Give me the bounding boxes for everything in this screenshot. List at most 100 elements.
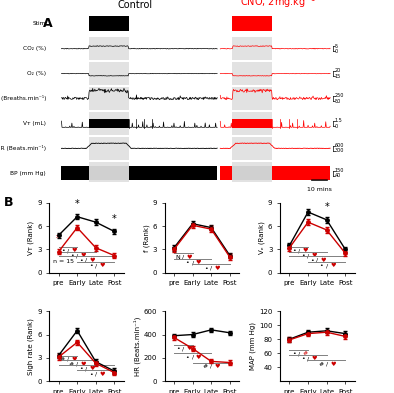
Y-axis label: Vᴛ (Rank): Vᴛ (Rank) xyxy=(28,220,34,255)
Text: 250: 250 xyxy=(335,94,344,98)
Text: Stim: Stim xyxy=(33,21,46,26)
Text: ♥: ♥ xyxy=(99,372,105,377)
Y-axis label: f (Rank): f (Rank) xyxy=(143,224,150,252)
Text: •: • xyxy=(301,253,305,258)
Text: #: # xyxy=(203,364,208,369)
FancyBboxPatch shape xyxy=(232,87,272,110)
FancyBboxPatch shape xyxy=(232,119,272,128)
Text: /: / xyxy=(85,258,87,263)
Text: ♥: ♥ xyxy=(80,362,86,367)
Text: n = 15: n = 15 xyxy=(53,259,74,264)
Text: 5: 5 xyxy=(335,44,338,48)
FancyBboxPatch shape xyxy=(89,137,128,160)
Text: /: / xyxy=(95,263,97,268)
Text: /: / xyxy=(316,258,318,263)
Text: /: / xyxy=(307,356,309,361)
Text: /: / xyxy=(76,362,78,367)
FancyBboxPatch shape xyxy=(89,16,128,31)
Text: 0: 0 xyxy=(335,123,338,129)
Text: •: • xyxy=(89,372,93,377)
Text: ♥: ♥ xyxy=(196,260,202,265)
Text: ♥: ♥ xyxy=(99,263,105,268)
Text: •: • xyxy=(70,253,74,258)
FancyBboxPatch shape xyxy=(89,167,128,180)
Text: /: / xyxy=(210,266,212,270)
Text: /: / xyxy=(76,253,78,258)
Text: /: / xyxy=(95,372,97,377)
Text: /: / xyxy=(67,357,69,362)
Text: 40: 40 xyxy=(335,173,341,178)
Text: 20: 20 xyxy=(335,68,341,73)
Text: *: * xyxy=(112,214,117,224)
Text: 50: 50 xyxy=(335,99,341,104)
FancyBboxPatch shape xyxy=(232,167,272,180)
Text: #: # xyxy=(69,362,74,367)
Text: Control: Control xyxy=(117,0,152,10)
Text: ♥: ♥ xyxy=(321,258,326,263)
Text: A: A xyxy=(43,17,53,30)
FancyBboxPatch shape xyxy=(220,167,330,180)
Text: ♥: ♥ xyxy=(90,258,95,263)
Text: 150: 150 xyxy=(335,168,344,173)
Text: •: • xyxy=(186,260,189,265)
FancyBboxPatch shape xyxy=(232,62,272,85)
Text: •: • xyxy=(79,366,83,371)
Text: •: • xyxy=(176,347,180,351)
Text: BP (mm Hg): BP (mm Hg) xyxy=(11,171,46,176)
FancyBboxPatch shape xyxy=(232,137,272,160)
Text: *: * xyxy=(324,202,329,212)
Text: *: * xyxy=(75,199,80,209)
Text: O₂ (%): O₂ (%) xyxy=(27,71,46,76)
Text: ♥: ♥ xyxy=(311,253,317,258)
Text: CO₂ (%): CO₂ (%) xyxy=(23,46,46,51)
Text: #: # xyxy=(318,362,323,367)
FancyBboxPatch shape xyxy=(232,16,272,31)
Text: •: • xyxy=(292,248,296,253)
Text: 10 mins: 10 mins xyxy=(307,187,332,192)
Text: ♥: ♥ xyxy=(215,266,220,270)
Text: ♥: ♥ xyxy=(187,347,192,351)
Text: ♥: ♥ xyxy=(80,253,86,258)
Text: •: • xyxy=(320,263,323,268)
FancyBboxPatch shape xyxy=(232,37,272,60)
Text: 600: 600 xyxy=(335,143,344,148)
Text: #: # xyxy=(59,357,65,362)
Text: /: / xyxy=(182,255,184,260)
FancyBboxPatch shape xyxy=(89,162,128,185)
Text: •: • xyxy=(79,258,83,263)
Text: 1.5: 1.5 xyxy=(335,118,342,123)
Text: CNO, 2mg.kg$^{-1}$: CNO, 2mg.kg$^{-1}$ xyxy=(240,0,316,10)
Y-axis label: MAP (mm Hg): MAP (mm Hg) xyxy=(250,322,256,370)
FancyBboxPatch shape xyxy=(89,119,128,128)
FancyBboxPatch shape xyxy=(89,37,128,60)
Text: /: / xyxy=(325,362,328,367)
Text: ♥: ♥ xyxy=(302,248,308,253)
Text: /: / xyxy=(67,248,69,253)
Text: 0: 0 xyxy=(335,49,338,54)
FancyBboxPatch shape xyxy=(89,62,128,85)
Text: •: • xyxy=(89,263,93,268)
Text: 15: 15 xyxy=(335,73,341,79)
Text: •: • xyxy=(301,356,305,361)
Text: ♥: ♥ xyxy=(311,356,317,361)
Text: ♥: ♥ xyxy=(330,263,336,268)
Text: /: / xyxy=(191,354,194,360)
FancyBboxPatch shape xyxy=(232,162,272,185)
Text: Vᴛ (mL): Vᴛ (mL) xyxy=(23,121,46,126)
Text: *: * xyxy=(56,234,61,244)
Text: /: / xyxy=(182,347,184,351)
Y-axis label: HR (Beats.min⁻¹): HR (Beats.min⁻¹) xyxy=(133,316,141,376)
Text: ♥: ♥ xyxy=(215,364,220,369)
Text: /: / xyxy=(325,263,328,268)
Y-axis label: Vₑ (Rank): Vₑ (Rank) xyxy=(259,221,265,254)
Text: ♥: ♥ xyxy=(90,366,95,371)
Text: /: / xyxy=(210,364,212,369)
Text: /: / xyxy=(191,260,194,265)
Text: /: / xyxy=(85,366,87,371)
Text: HR (Beats.min⁻¹): HR (Beats.min⁻¹) xyxy=(0,145,46,151)
Text: /: / xyxy=(307,253,309,258)
Text: •: • xyxy=(186,354,189,360)
Text: •: • xyxy=(61,248,65,253)
FancyBboxPatch shape xyxy=(89,112,128,135)
Text: •: • xyxy=(310,258,314,263)
